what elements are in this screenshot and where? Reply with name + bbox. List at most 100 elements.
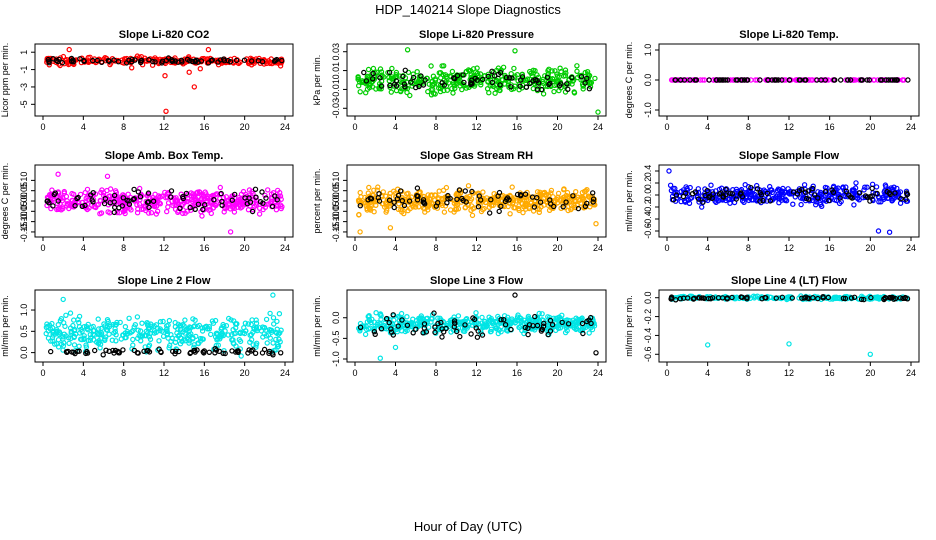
y-axis-label: ml/min per min. [312,295,322,357]
data-point [125,191,131,197]
data-point [673,192,680,198]
data-point [439,326,445,332]
data-point [132,57,138,63]
y-tick-label: 0.5 [19,325,29,338]
data-point [864,184,870,190]
data-point [358,194,364,200]
data-point [871,77,878,83]
data-point [801,182,808,188]
data-point [439,63,445,69]
data-point [488,202,495,208]
data-point [157,326,163,332]
data-point [745,77,751,83]
data-point [260,206,266,213]
data-point [404,322,411,328]
data-point [82,202,88,209]
data-point [243,328,249,334]
x-tick-label: 4 [81,243,86,253]
data-point [512,48,518,54]
data-point [462,188,468,194]
data-point [111,209,118,216]
data-point [146,204,152,211]
data-point [215,342,221,348]
data-point [478,82,484,88]
data-point [581,188,588,195]
data-point [166,317,173,324]
data-point [767,198,774,204]
data-point [813,196,820,202]
data-point [104,317,111,323]
data-point [77,336,84,342]
data-point [122,210,128,217]
data-point [274,196,280,203]
data-point [822,77,829,83]
data-point [137,59,144,66]
data-point [840,185,846,191]
data-point [357,202,363,209]
data-point [356,212,362,218]
data-point [696,295,702,301]
data-point [884,188,890,195]
data-point [383,200,389,206]
data-point [101,200,108,207]
data-point [518,77,524,83]
data-point [275,341,281,348]
data-point [262,192,268,199]
x-tick-label: 4 [81,122,86,132]
data-point [805,188,812,194]
data-point [457,333,463,340]
data-point [180,322,186,328]
data-points [668,293,911,357]
data-point [486,314,492,320]
data-point [106,348,112,354]
data-point [869,193,875,199]
data-point [421,325,427,331]
data-point [571,89,577,95]
data-point [131,197,138,204]
data-point [548,187,555,194]
data-point [273,347,279,353]
data-point [468,207,474,213]
data-point [779,188,786,194]
data-point [677,296,684,302]
data-point [201,195,208,202]
data-point [206,204,212,210]
data-point [873,294,880,300]
data-point [451,324,457,330]
x-tick-label: 8 [433,122,438,132]
data-point [109,337,116,343]
data-point [552,82,558,89]
x-tick-label: 8 [121,122,126,132]
data-point [700,77,706,83]
data-point [475,203,482,210]
data-point [357,89,363,95]
y-tick-label: -0.15 [19,222,29,243]
data-point [357,324,364,330]
data-point [501,317,507,323]
y-tick-label: -0.05 [331,201,341,222]
data-point [687,77,693,83]
data-point [151,330,158,336]
panel-title: Slope Line 4 (LT) Flow [731,275,847,287]
data-point [371,187,377,193]
data-point [410,71,416,77]
data-point [231,330,237,337]
data-point [885,77,892,83]
data-point [904,296,911,302]
data-point [97,197,104,204]
data-point [123,60,130,66]
data-point [428,86,434,93]
data-point [152,59,158,65]
data-point [259,189,265,195]
data-point [418,73,424,79]
data-point [848,295,855,301]
data-point [414,185,421,191]
data-point [720,193,726,199]
data-point [179,210,186,217]
data-point [496,208,502,215]
x-tick-label: 16 [199,368,209,378]
data-point [219,330,225,336]
data-point [847,194,854,200]
panel-3: Slope Li-820 Temp. degrees C per min. 0 4 8 1… [624,29,920,132]
